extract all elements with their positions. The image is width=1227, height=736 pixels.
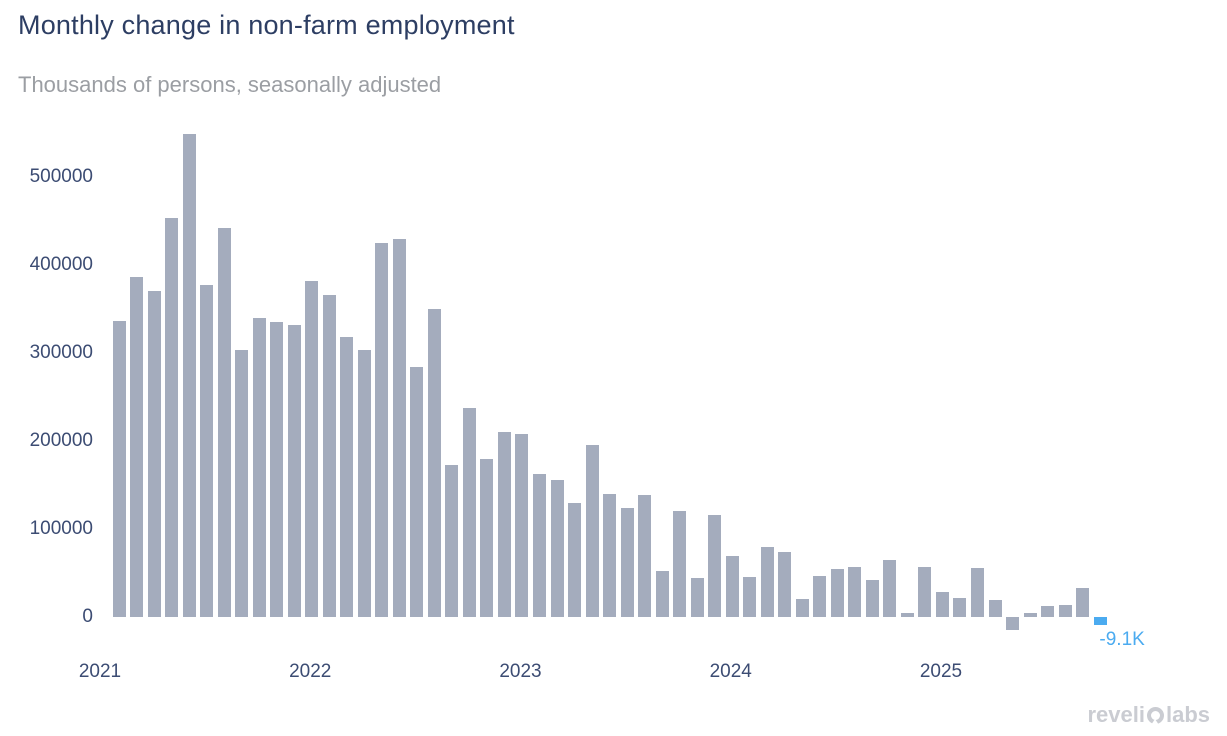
bar[interactable] (322, 294, 336, 617)
bar[interactable] (725, 556, 739, 617)
bar[interactable] (287, 324, 301, 617)
bar[interactable] (953, 597, 967, 617)
logo-text-left: reveli (1087, 702, 1145, 727)
bar[interactable] (848, 566, 862, 617)
bar[interactable] (935, 592, 949, 617)
bar[interactable] (673, 510, 687, 617)
bar[interactable] (813, 575, 827, 617)
bar[interactable] (795, 598, 809, 617)
bar[interactable] (427, 309, 441, 617)
bar[interactable] (165, 218, 179, 617)
bar[interactable] (1058, 604, 1072, 617)
bar[interactable] (200, 285, 214, 617)
bar-highlighted[interactable] (1093, 617, 1107, 625)
y-tick-label: 400000 (29, 254, 93, 275)
y-tick-label: 300000 (29, 342, 93, 363)
revelio-labs-logo: reveli labs (1087, 702, 1210, 728)
bar[interactable] (655, 571, 669, 617)
bar[interactable] (497, 432, 511, 617)
bar[interactable] (112, 321, 126, 617)
x-tick-label-2022: 2022 (289, 661, 332, 682)
bar[interactable] (743, 576, 757, 617)
bar[interactable] (778, 551, 792, 617)
x-tick-label-2025: 2025 (919, 661, 963, 682)
revelio-o-icon (1146, 706, 1164, 724)
bar[interactable] (550, 479, 564, 617)
bar[interactable] (130, 277, 144, 617)
bar[interactable] (830, 568, 844, 617)
bar[interactable] (865, 580, 879, 617)
x-tick-label-2021: 2021 (78, 661, 122, 682)
bar[interactable] (462, 408, 476, 617)
last-value-annotation: -9.1K (1099, 629, 1145, 650)
bar[interactable] (392, 238, 406, 617)
bar[interactable] (147, 291, 161, 617)
bar[interactable] (568, 502, 582, 617)
bar[interactable] (375, 243, 389, 617)
bar[interactable] (515, 433, 529, 617)
bar[interactable] (603, 493, 617, 617)
bar[interactable] (690, 578, 704, 617)
bar[interactable] (620, 507, 634, 617)
bar[interactable] (760, 546, 774, 617)
bar[interactable] (357, 350, 371, 617)
bar[interactable] (532, 474, 546, 617)
bar[interactable] (988, 600, 1002, 617)
bar[interactable] (182, 133, 196, 617)
logo-text-right: labs (1165, 702, 1210, 727)
bar[interactable] (970, 567, 984, 617)
bar[interactable] (235, 350, 249, 617)
bar[interactable] (638, 494, 652, 617)
chart-subtitle: Thousands of persons, seasonally adjuste… (18, 72, 442, 97)
bar[interactable] (217, 228, 231, 617)
bar[interactable] (1041, 605, 1055, 617)
bar[interactable] (883, 559, 897, 617)
y-tick-label: 200000 (29, 430, 93, 451)
y-tick-label: 0 (82, 606, 93, 627)
chart-title: Monthly change in non-farm employment (18, 10, 515, 40)
bar[interactable] (585, 444, 599, 617)
bar[interactable] (708, 514, 722, 617)
bar[interactable] (410, 367, 424, 617)
x-tick-label-2023: 2023 (499, 661, 542, 682)
bar[interactable] (480, 459, 494, 617)
bar[interactable] (1006, 617, 1020, 631)
y-tick-label: 100000 (29, 518, 93, 539)
bar[interactable] (252, 317, 266, 617)
x-tick-label-2024: 2024 (709, 661, 752, 682)
bar[interactable] (1023, 613, 1037, 617)
bar[interactable] (918, 566, 932, 617)
y-tick-label: 500000 (29, 166, 93, 187)
bar[interactable] (270, 322, 284, 617)
bar[interactable] (445, 464, 459, 617)
bar[interactable] (1076, 587, 1090, 617)
bar[interactable] (305, 280, 319, 617)
bar[interactable] (340, 337, 354, 617)
bar[interactable] (900, 613, 914, 617)
